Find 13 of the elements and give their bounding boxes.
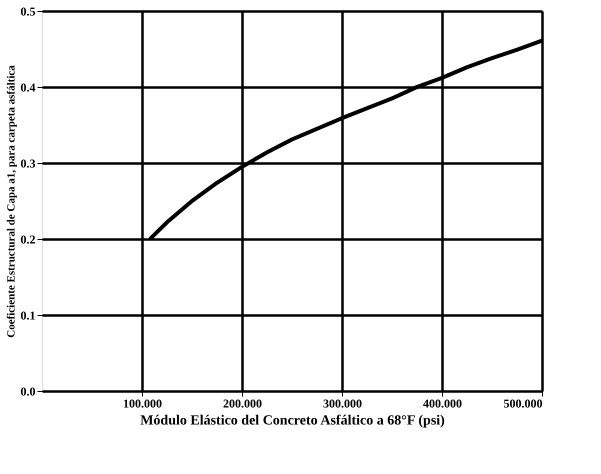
y-tick-label: 0.0 (20, 384, 36, 398)
y-tick-label: 0.1 (20, 308, 36, 322)
y-axis-title: Coeficiente Estructural de Capa a1, para carpeta asfáltica (6, 64, 18, 338)
y-tick-label: 0.3 (20, 156, 36, 170)
y-tick-label: 0.5 (20, 4, 36, 18)
y-tick-label: 0.4 (20, 80, 36, 94)
x-axis-title: Módulo Elástico del Concreto Asfáltico a 68°F (psi) (140, 414, 446, 428)
x-tick-label: 400.000 (423, 396, 462, 410)
x-tick-label: 100.000 (123, 396, 162, 410)
x-tick-label: 300.000 (323, 396, 362, 410)
x-tick-label: 500.000 (504, 396, 542, 410)
x-tick-label: 200.000 (223, 396, 262, 410)
y-tick-label: 0.2 (20, 232, 36, 246)
